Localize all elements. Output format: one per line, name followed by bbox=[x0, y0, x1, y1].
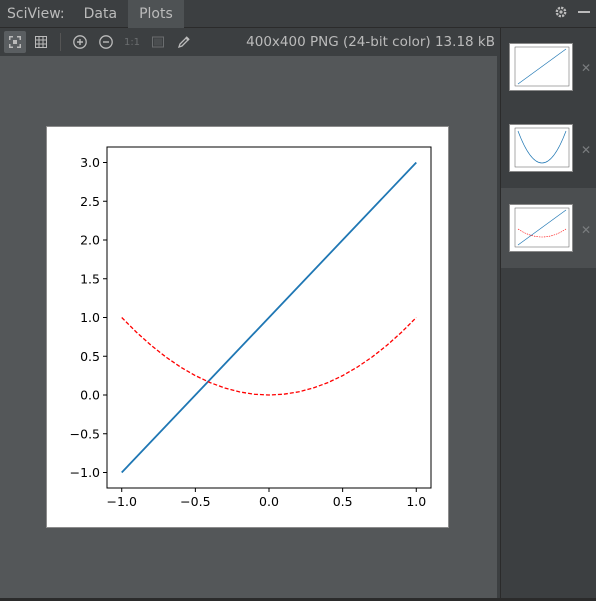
thumbnail-row-1[interactable]: ✕ bbox=[501, 28, 596, 108]
y-tick-label: 0.5 bbox=[80, 349, 100, 364]
parabola-plot-thumbnail[interactable] bbox=[509, 124, 573, 172]
y-tick-label: −0.5 bbox=[70, 426, 100, 441]
y-tick-label: 1.0 bbox=[80, 310, 100, 325]
series-line-2 bbox=[121, 317, 417, 396]
zoom-in-icon[interactable] bbox=[69, 31, 91, 53]
y-tick-label: 2.0 bbox=[80, 233, 100, 248]
tab-plots[interactable]: Plots bbox=[128, 0, 184, 28]
x-tick-label: −1.0 bbox=[107, 494, 137, 509]
tab-data[interactable]: Data bbox=[83, 5, 118, 22]
close-icon[interactable]: ✕ bbox=[581, 223, 592, 237]
color-picker-icon[interactable] bbox=[173, 31, 195, 53]
plot-image: −1.0 −0.5 0.0 0.5 1.0 −1.0 −0.5 0.0 0.5 1.0 1.5 2.0… bbox=[46, 126, 449, 528]
line-plot-thumbnail[interactable] bbox=[509, 43, 573, 91]
thumbnail-row-2[interactable]: ✕ bbox=[501, 108, 596, 188]
bottom-border bbox=[0, 598, 596, 601]
line-chart: −1.0 −0.5 0.0 0.5 1.0 −1.0 −0.5 0.0 0.5 1.0 1.5 2.0… bbox=[70, 146, 432, 509]
zoom-out-icon[interactable] bbox=[95, 31, 117, 53]
actual-size-icon[interactable]: 1:1 bbox=[123, 36, 141, 48]
sciview-titlebar: SciView: Data Plots bbox=[0, 0, 596, 28]
x-tick-label: −0.5 bbox=[180, 494, 210, 509]
fit-zoom-icon[interactable] bbox=[4, 31, 26, 53]
gear-icon[interactable] bbox=[554, 5, 568, 23]
close-icon[interactable]: ✕ bbox=[581, 61, 592, 75]
grid-icon[interactable] bbox=[30, 31, 52, 53]
background-icon[interactable] bbox=[147, 31, 169, 53]
y-tick-label: 3.0 bbox=[80, 155, 100, 170]
plot-toolbar: 1:1 400x400 PNG (24-bit color) 13.18 kB bbox=[0, 28, 500, 56]
y-tick-label: 0.0 bbox=[80, 388, 100, 403]
y-tick-label: 1.5 bbox=[80, 271, 100, 286]
image-info: 400x400 PNG (24-bit color) 13.18 kB bbox=[246, 34, 495, 50]
app-title: SciView: bbox=[7, 5, 65, 22]
y-tick-label: −1.0 bbox=[70, 465, 100, 480]
x-tick-label: 1.0 bbox=[406, 494, 426, 509]
x-tick-label: 0.5 bbox=[333, 494, 353, 509]
thumbnail-row-3[interactable]: ✕ bbox=[501, 188, 596, 268]
plots-sidebar: ✕ ✕ ✕ bbox=[500, 28, 596, 598]
image-viewer[interactable]: −1.0 −0.5 0.0 0.5 1.0 −1.0 −0.5 0.0 0.5 1.0 1.5 2.0… bbox=[0, 56, 497, 598]
x-tick-label: 0.0 bbox=[259, 494, 279, 509]
y-tick-label: 2.5 bbox=[80, 194, 100, 209]
minimize-icon[interactable] bbox=[578, 5, 590, 23]
series-line-1 bbox=[121, 161, 417, 474]
close-icon[interactable]: ✕ bbox=[581, 143, 592, 157]
toolbar-separator bbox=[60, 33, 61, 51]
combined-plot-thumbnail[interactable] bbox=[509, 204, 573, 252]
